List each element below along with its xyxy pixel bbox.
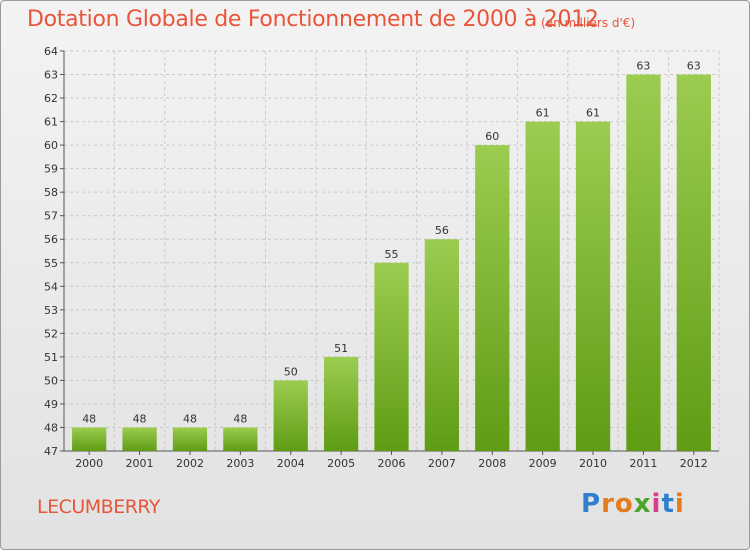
y-tick-label: 58 [44,186,58,199]
logo-letter: i [651,489,662,519]
value-label-2000: 48 [82,412,96,425]
y-tick-label: 53 [44,304,58,317]
x-tick-label-2003: 2003 [226,457,254,470]
logo-letter: i [674,489,685,519]
bar-2005 [323,356,359,451]
bar-2004 [273,380,308,451]
y-tick-label: 63 [44,69,58,82]
chart-unit: (en milliers d'€) [541,16,636,30]
x-tick-label-2007: 2007 [428,457,456,470]
y-tick-label: 52 [44,327,58,340]
value-label-2006: 55 [385,248,399,261]
value-label-2002: 48 [183,412,197,425]
x-tick-label-2008: 2008 [478,457,506,470]
y-tick-label: 49 [44,398,58,411]
x-tick-label-2005: 2005 [327,457,355,470]
bars [72,74,711,452]
proxiti-logo: Proxiti [581,489,685,519]
x-tick-label-2000: 2000 [75,457,103,470]
bar-2003 [223,427,258,451]
bar-2010 [575,121,611,452]
commune-name: LECUMBERRY [37,496,161,518]
bar-2006 [374,262,409,451]
y-tick-label: 64 [44,45,58,58]
x-tick-label-2006: 2006 [378,457,406,470]
y-tick-label: 57 [44,210,58,223]
y-tick-label: 47 [44,445,58,458]
y-tick-label: 55 [44,257,58,270]
logo-letter: o [614,489,634,519]
value-label-2004: 50 [284,365,298,378]
value-label-2007: 56 [435,224,449,237]
bar-2000 [72,427,107,451]
y-tick-label: 62 [44,92,58,105]
value-label-2005: 51 [334,342,348,355]
y-tick-label: 60 [44,139,58,152]
bar-2012 [676,74,711,451]
y-tick-label: 54 [44,280,58,293]
x-tick-label-2012: 2012 [680,457,708,470]
x-tick-label-2011: 2011 [629,457,657,470]
bar-2001 [122,427,157,451]
bar-2009 [525,121,560,452]
value-label-2009: 61 [536,107,550,120]
y-tick-label: 51 [44,351,58,364]
x-tick-label-2001: 2001 [126,457,154,470]
x-tick-label-2002: 2002 [176,457,204,470]
bar-2002 [172,427,208,451]
logo-letter: r [601,489,615,519]
value-label-2010: 61 [586,107,600,120]
y-tick-label: 56 [44,233,58,246]
y-tick-label: 59 [44,163,58,176]
chart-title: Dotation Globale de Fonctionnement de 20… [27,7,599,32]
value-label-2001: 48 [133,412,147,425]
x-tick-label-2004: 2004 [277,457,305,470]
y-tick-label: 48 [44,421,58,434]
bar-2008 [475,145,510,451]
value-label-2011: 63 [636,60,650,73]
value-label-2008: 60 [485,130,499,143]
logo-letter: P [581,489,602,519]
labels: 47 48 49 50 51 52 53 54 55 56 57 58 59 60 61 62 63 64 48 20… [44,45,708,470]
logo-letter: x [633,489,652,519]
x-tick-label-2009: 2009 [529,457,557,470]
x-tick-label-2010: 2010 [579,457,607,470]
y-tick-label: 61 [44,116,58,129]
bar-2007 [424,239,460,451]
y-tick-label: 50 [44,374,58,387]
logo-letter: t [661,489,675,519]
value-label-2003: 48 [233,412,247,425]
bar-2011 [626,74,661,451]
value-label-2012: 63 [687,60,701,73]
